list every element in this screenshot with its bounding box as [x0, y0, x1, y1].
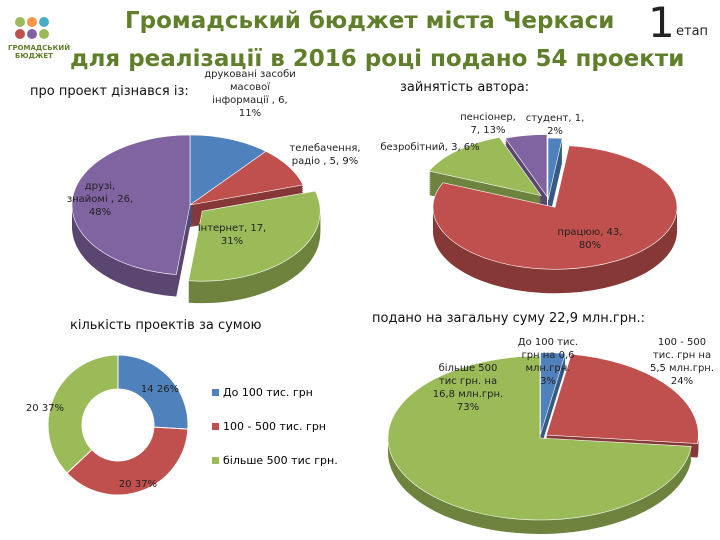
- legend-item: 100 - 500 тис. грн: [212, 420, 326, 433]
- chart-title: про проект дізнався із:: [30, 84, 189, 99]
- data-label: 20 37%: [118, 479, 158, 490]
- data-label: більше 500 тис грн. на 16,8 млн.грн. 73%: [432, 363, 504, 413]
- data-label: безробітний, 3, 6%: [380, 142, 480, 153]
- chart-title: подано на загальну суму 22,9 млн.грн.:: [372, 311, 645, 326]
- slice: [545, 353, 699, 444]
- data-label: друковані засоби масової інформації , 6,…: [204, 69, 296, 119]
- slice: [540, 352, 566, 435]
- doughnut-segment: [47, 354, 119, 474]
- stage-word: етап: [676, 24, 709, 39]
- slice: [188, 190, 321, 282]
- chart-title: зайнятість автора:: [400, 80, 530, 95]
- slice: [504, 134, 548, 198]
- legend-swatch: [212, 457, 219, 464]
- doughnut-segment: [117, 354, 189, 430]
- legend-item: До 100 тис. грн: [212, 386, 313, 399]
- data-label: пенсіонер, 7, 13%: [460, 112, 516, 136]
- legend-label: більше 500 тис грн.: [223, 454, 338, 467]
- title: Громадський бюджет міста Черкаси: [125, 8, 615, 34]
- legend-swatch: [212, 423, 219, 430]
- legend-label: До 100 тис. грн: [223, 386, 313, 399]
- subtitle: для реалізації в 2016 році подано 54 про…: [70, 46, 685, 72]
- legend-swatch: [212, 389, 219, 396]
- doughnut-segment: [66, 426, 189, 496]
- data-label: 20 37%: [25, 403, 65, 414]
- legend-label: 100 - 500 тис. грн: [223, 420, 327, 433]
- data-label: 100 - 500 тис. грн на 5,5 млн.грн. 24%: [649, 337, 715, 387]
- data-label: телебачення, радіо , 5, 9%: [289, 143, 361, 167]
- logo-text: ГРОМАДСЬКИЙ БЮДЖЕТ: [8, 44, 71, 60]
- logo-icon: [15, 17, 49, 39]
- slice: [189, 151, 304, 206]
- chart-title: кількість проектів за сумою: [70, 318, 262, 333]
- slice: [428, 137, 542, 197]
- data-label: До 100 тис. грн на 0,6 млн.грн. 3%: [517, 337, 579, 387]
- slice: [432, 145, 678, 270]
- data-label: Інтернет, 17, 31%: [197, 223, 267, 247]
- legend-item: більше 500 тис грн.: [212, 454, 338, 467]
- slice: [189, 134, 267, 206]
- slice: [71, 134, 191, 275]
- slice: [387, 355, 692, 521]
- data-label: студент, 1, 2%: [525, 113, 585, 137]
- data-label: 14 26%: [140, 384, 180, 395]
- data-label: працюю, 43, 80%: [557, 227, 623, 251]
- stage-number: 1: [648, 0, 675, 47]
- slice: [547, 137, 563, 201]
- data-label: друзі, знайомі , 26, 48%: [66, 181, 134, 218]
